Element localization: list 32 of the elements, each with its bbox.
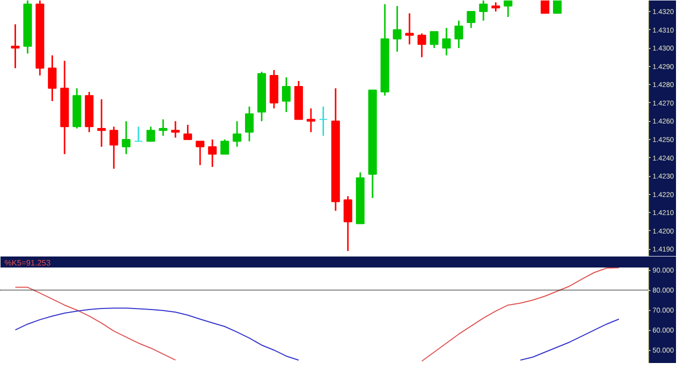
candlestick: [196, 140, 204, 166]
candlestick: [344, 195, 352, 252]
candlestick: [171, 120, 180, 138]
candlestick: [146, 126, 156, 142]
candlestick: [134, 126, 143, 142]
candlestick: [48, 54, 57, 102]
candlestick: [183, 124, 192, 140]
candlestick: [158, 118, 168, 137]
candlestick: [122, 120, 130, 155]
candlestick: [392, 5, 402, 52]
candlestick: [220, 138, 230, 155]
candlestick: [208, 138, 217, 168]
candlestick: [245, 106, 254, 142]
candlestick: [306, 108, 316, 133]
candlestick: [10, 24, 20, 69]
candlestick: [540, 0, 550, 14]
candlestick: [282, 76, 291, 113]
candlestick: [491, 2, 500, 12]
candlestick: [418, 32, 426, 58]
candlestick: [504, 0, 512, 18]
candlestick: [110, 126, 118, 170]
text: %K5=91.253: [4, 258, 52, 268]
candlestick: [479, 0, 488, 22]
candlestick: [405, 12, 414, 46]
candlestick: [466, 10, 476, 29]
candlestick: [430, 30, 438, 49]
candlestick: [318, 106, 328, 137]
candlestick: [442, 27, 451, 56]
candlestick: [97, 98, 106, 148]
candlestick: [454, 20, 464, 49]
candlestick: [553, 0, 562, 14]
candlestick: [232, 120, 242, 148]
